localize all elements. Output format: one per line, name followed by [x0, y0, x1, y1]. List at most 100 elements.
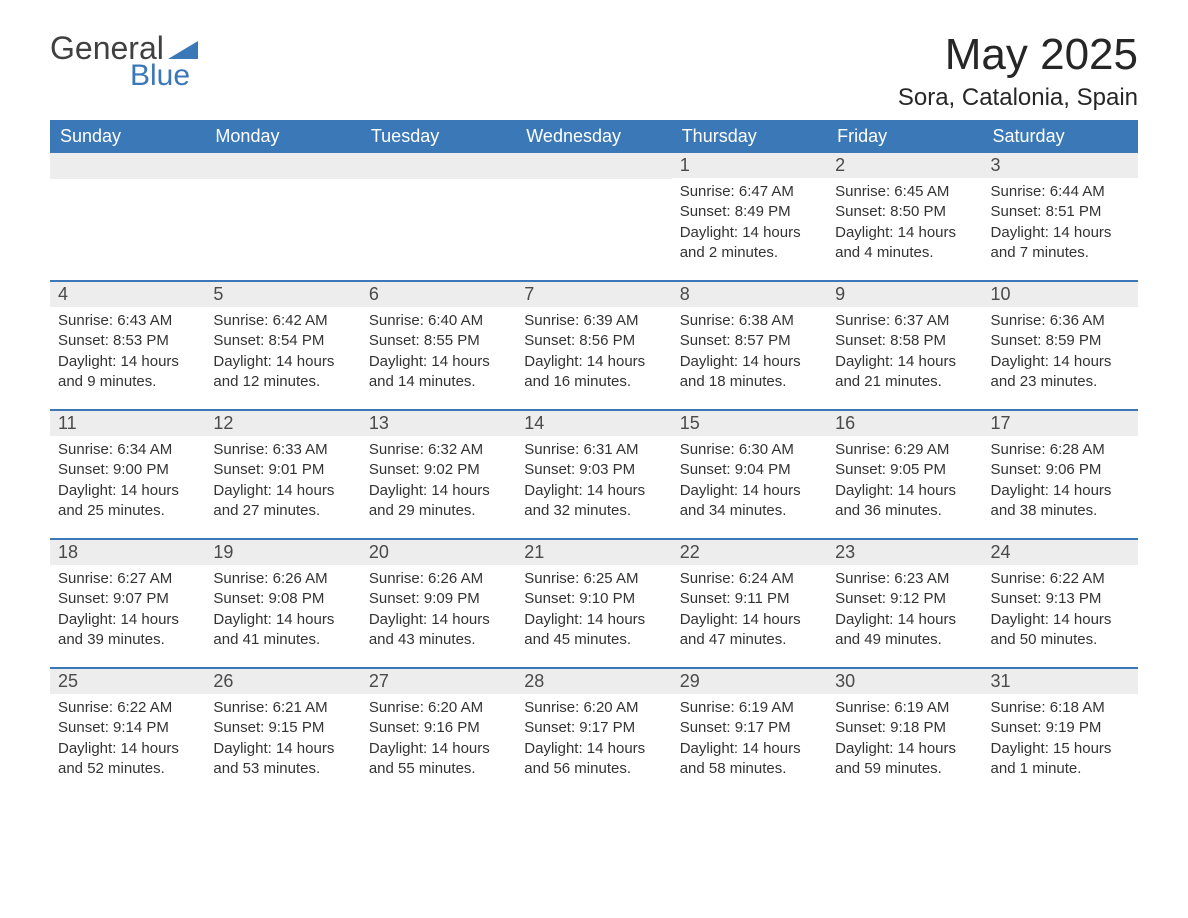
daylight-text: Daylight: 14 hours and 34 minutes.	[680, 481, 819, 522]
calendar-day-cell: 9Sunrise: 6:37 AMSunset: 8:58 PMDaylight…	[827, 282, 982, 410]
daylight-text: Daylight: 14 hours and 56 minutes.	[524, 739, 663, 780]
sunrise-text: Sunrise: 6:26 AM	[213, 569, 352, 589]
day-number	[361, 153, 516, 179]
daylight-text: Daylight: 14 hours and 9 minutes.	[58, 352, 197, 393]
sunset-text: Sunset: 8:55 PM	[369, 331, 508, 351]
day-number: 24	[983, 540, 1138, 565]
daylight-text: Daylight: 14 hours and 39 minutes.	[58, 610, 197, 651]
weekday-header: Friday	[827, 120, 982, 153]
sunrise-text: Sunrise: 6:47 AM	[680, 182, 819, 202]
daylight-text: Daylight: 14 hours and 14 minutes.	[369, 352, 508, 393]
day-details: Sunrise: 6:32 AMSunset: 9:02 PMDaylight:…	[361, 436, 516, 531]
day-details: Sunrise: 6:27 AMSunset: 9:07 PMDaylight:…	[50, 565, 205, 660]
sunset-text: Sunset: 9:03 PM	[524, 460, 663, 480]
calendar-week-row: 4Sunrise: 6:43 AMSunset: 8:53 PMDaylight…	[50, 282, 1138, 410]
calendar-day-cell	[50, 153, 205, 281]
sunrise-text: Sunrise: 6:37 AM	[835, 311, 974, 331]
sunrise-text: Sunrise: 6:26 AM	[369, 569, 508, 589]
day-number: 27	[361, 669, 516, 694]
day-number: 21	[516, 540, 671, 565]
calendar-day-cell: 18Sunrise: 6:27 AMSunset: 9:07 PMDayligh…	[50, 540, 205, 668]
sunrise-text: Sunrise: 6:32 AM	[369, 440, 508, 460]
calendar-day-cell: 27Sunrise: 6:20 AMSunset: 9:16 PMDayligh…	[361, 669, 516, 797]
sunrise-text: Sunrise: 6:40 AM	[369, 311, 508, 331]
sunrise-text: Sunrise: 6:31 AM	[524, 440, 663, 460]
sunrise-text: Sunrise: 6:23 AM	[835, 569, 974, 589]
sunrise-text: Sunrise: 6:22 AM	[58, 698, 197, 718]
sunset-text: Sunset: 9:02 PM	[369, 460, 508, 480]
day-number: 1	[672, 153, 827, 178]
day-number: 15	[672, 411, 827, 436]
daylight-text: Daylight: 14 hours and 2 minutes.	[680, 223, 819, 264]
day-details: Sunrise: 6:40 AMSunset: 8:55 PMDaylight:…	[361, 307, 516, 402]
daylight-text: Daylight: 14 hours and 41 minutes.	[213, 610, 352, 651]
day-number: 13	[361, 411, 516, 436]
sunset-text: Sunset: 9:07 PM	[58, 589, 197, 609]
day-details: Sunrise: 6:42 AMSunset: 8:54 PMDaylight:…	[205, 307, 360, 402]
sunset-text: Sunset: 8:58 PM	[835, 331, 974, 351]
weekday-header-row: Sunday Monday Tuesday Wednesday Thursday…	[50, 120, 1138, 153]
sunset-text: Sunset: 9:04 PM	[680, 460, 819, 480]
sunset-text: Sunset: 9:11 PM	[680, 589, 819, 609]
day-details: Sunrise: 6:34 AMSunset: 9:00 PMDaylight:…	[50, 436, 205, 531]
sunrise-text: Sunrise: 6:19 AM	[680, 698, 819, 718]
daylight-text: Daylight: 14 hours and 59 minutes.	[835, 739, 974, 780]
day-number: 23	[827, 540, 982, 565]
calendar-day-cell: 13Sunrise: 6:32 AMSunset: 9:02 PMDayligh…	[361, 411, 516, 539]
sunset-text: Sunset: 8:54 PM	[213, 331, 352, 351]
sunset-text: Sunset: 9:17 PM	[680, 718, 819, 738]
sunset-text: Sunset: 9:19 PM	[991, 718, 1130, 738]
logo-text-2: Blue	[130, 59, 190, 93]
sunset-text: Sunset: 9:05 PM	[835, 460, 974, 480]
sunrise-text: Sunrise: 6:38 AM	[680, 311, 819, 331]
calendar-table: Sunday Monday Tuesday Wednesday Thursday…	[50, 120, 1138, 797]
calendar-day-cell: 2Sunrise: 6:45 AMSunset: 8:50 PMDaylight…	[827, 153, 982, 281]
day-details: Sunrise: 6:43 AMSunset: 8:53 PMDaylight:…	[50, 307, 205, 402]
day-number: 5	[205, 282, 360, 307]
calendar-week-row: 1 Sunrise: 6:47 AMSunset: 8:49 PMDaylight…	[50, 153, 1138, 281]
sunrise-text: Sunrise: 6:25 AM	[524, 569, 663, 589]
day-number: 18	[50, 540, 205, 565]
day-number: 19	[205, 540, 360, 565]
day-number: 7	[516, 282, 671, 307]
sunset-text: Sunset: 9:09 PM	[369, 589, 508, 609]
month-title: May 2025	[898, 30, 1138, 80]
day-number: 17	[983, 411, 1138, 436]
day-details: Sunrise: 6:38 AMSunset: 8:57 PMDaylight:…	[672, 307, 827, 402]
day-details: Sunrise: 6:23 AMSunset: 9:12 PMDaylight:…	[827, 565, 982, 660]
daylight-text: Daylight: 14 hours and 50 minutes.	[991, 610, 1130, 651]
calendar-day-cell: 7Sunrise: 6:39 AMSunset: 8:56 PMDaylight…	[516, 282, 671, 410]
sunrise-text: Sunrise: 6:24 AM	[680, 569, 819, 589]
calendar-day-cell: 11Sunrise: 6:34 AMSunset: 9:00 PMDayligh…	[50, 411, 205, 539]
calendar-week-row: 18Sunrise: 6:27 AMSunset: 9:07 PMDayligh…	[50, 540, 1138, 668]
calendar-week-row: 11Sunrise: 6:34 AMSunset: 9:00 PMDayligh…	[50, 411, 1138, 539]
daylight-text: Daylight: 14 hours and 58 minutes.	[680, 739, 819, 780]
sunset-text: Sunset: 8:50 PM	[835, 202, 974, 222]
daylight-text: Daylight: 14 hours and 27 minutes.	[213, 481, 352, 522]
day-details: Sunrise: 6:20 AMSunset: 9:16 PMDaylight:…	[361, 694, 516, 789]
calendar-day-cell: 22Sunrise: 6:24 AMSunset: 9:11 PMDayligh…	[672, 540, 827, 668]
daylight-text: Daylight: 14 hours and 21 minutes.	[835, 352, 974, 393]
sunrise-text: Sunrise: 6:33 AM	[213, 440, 352, 460]
daylight-text: Daylight: 14 hours and 45 minutes.	[524, 610, 663, 651]
sunrise-text: Sunrise: 6:21 AM	[213, 698, 352, 718]
daylight-text: Daylight: 14 hours and 47 minutes.	[680, 610, 819, 651]
calendar-day-cell: 23Sunrise: 6:23 AMSunset: 9:12 PMDayligh…	[827, 540, 982, 668]
day-details: Sunrise: 6:19 AMSunset: 9:18 PMDaylight:…	[827, 694, 982, 789]
day-details: Sunrise: 6:22 AMSunset: 9:13 PMDaylight:…	[983, 565, 1138, 660]
day-details: Sunrise: 6:24 AMSunset: 9:11 PMDaylight:…	[672, 565, 827, 660]
sunrise-text: Sunrise: 6:30 AM	[680, 440, 819, 460]
sunset-text: Sunset: 9:01 PM	[213, 460, 352, 480]
calendar-day-cell: 10Sunrise: 6:36 AMSunset: 8:59 PMDayligh…	[983, 282, 1138, 410]
location-subtitle: Sora, Catalonia, Spain	[898, 84, 1138, 112]
calendar-day-cell	[361, 153, 516, 281]
day-details: Sunrise: 6:25 AMSunset: 9:10 PMDaylight:…	[516, 565, 671, 660]
day-number: 10	[983, 282, 1138, 307]
logo: General Blue	[50, 30, 198, 93]
calendar-day-cell: 25Sunrise: 6:22 AMSunset: 9:14 PMDayligh…	[50, 669, 205, 797]
sunset-text: Sunset: 8:51 PM	[991, 202, 1130, 222]
sunrise-text: Sunrise: 6:27 AM	[58, 569, 197, 589]
sunrise-text: Sunrise: 6:43 AM	[58, 311, 197, 331]
calendar-day-cell: 30Sunrise: 6:19 AMSunset: 9:18 PMDayligh…	[827, 669, 982, 797]
sunset-text: Sunset: 8:49 PM	[680, 202, 819, 222]
